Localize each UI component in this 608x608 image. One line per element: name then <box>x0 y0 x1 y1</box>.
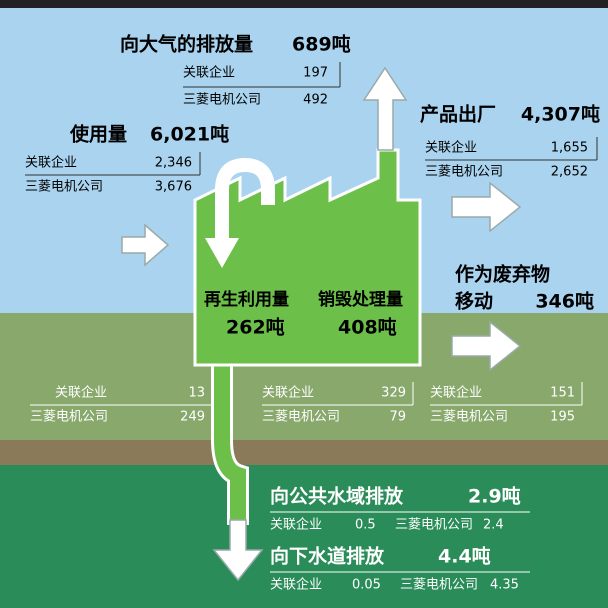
row-value: 195 <box>550 410 575 425</box>
row-label: 三菱电机公司 <box>25 180 103 195</box>
row-label: 三菱电机公司 <box>395 518 473 533</box>
row-label: 三菱电机公司 <box>425 165 503 180</box>
soil <box>0 440 608 465</box>
row-value: 0.5 <box>355 518 376 533</box>
row-value: 79 <box>389 410 406 425</box>
destroy-amount: 408吨 <box>338 316 397 339</box>
row-label: 三菱电机公司 <box>430 410 508 425</box>
air-label: 向大气的排放量 <box>120 33 253 56</box>
public-water-amount: 2.9吨 <box>468 485 521 508</box>
row-value: 2,652 <box>551 165 588 180</box>
row-label: 三菱电机公司 <box>30 410 108 425</box>
row-label: 关联企业 <box>262 385 314 401</box>
row-value: 3,676 <box>155 180 192 195</box>
waste-amount: 346吨 <box>535 290 594 313</box>
public-water-label: 向公共水域排放 <box>270 485 404 508</box>
infographic: 向大气的排放量 689吨 关联企业 197 三菱电机公司 492 使用量 6,0… <box>0 0 608 608</box>
row-value: 249 <box>180 410 205 425</box>
row-label: 关联企业 <box>425 140 477 156</box>
product-label: 产品出厂 <box>420 103 496 126</box>
waste-label: 移动 <box>455 290 493 313</box>
row-label: 关联企业 <box>183 65 235 81</box>
row-value: 492 <box>303 93 328 108</box>
top-strip <box>0 0 608 8</box>
product-amount: 4,307吨 <box>521 103 600 126</box>
row-value: 151 <box>550 386 575 401</box>
row-label: 关联企业 <box>270 517 322 533</box>
row-value: 329 <box>381 386 406 401</box>
row-label: 关联企业 <box>270 577 322 593</box>
sewer-amount: 4.4吨 <box>438 545 491 568</box>
row-label: 关联企业 <box>55 385 107 401</box>
row-label: 三菱电机公司 <box>262 410 340 425</box>
row-value: 0.05 <box>352 578 381 593</box>
row-value: 4.35 <box>490 578 519 593</box>
destroy-label: 销毁处理量 <box>318 289 403 310</box>
waste-label: 作为废弃物 <box>455 263 550 286</box>
recycle-amount: 262吨 <box>226 316 285 339</box>
row-value: 2,346 <box>155 156 192 171</box>
row-value: 13 <box>188 386 205 401</box>
recycle-label: 再生利用量 <box>204 289 289 310</box>
row-label: 关联企业 <box>25 155 77 171</box>
usage-amount: 6,021吨 <box>150 123 229 146</box>
row-value: 1,655 <box>551 141 588 156</box>
row-value: 2.4 <box>483 518 504 533</box>
row-label: 三菱电机公司 <box>400 578 478 593</box>
sewer-label: 向下水道排放 <box>270 545 385 568</box>
row-value: 197 <box>303 66 328 81</box>
row-label: 三菱电机公司 <box>183 93 261 108</box>
row-label: 关联企业 <box>430 385 482 401</box>
air-amount: 689吨 <box>292 33 351 56</box>
usage-label: 使用量 <box>69 124 127 146</box>
